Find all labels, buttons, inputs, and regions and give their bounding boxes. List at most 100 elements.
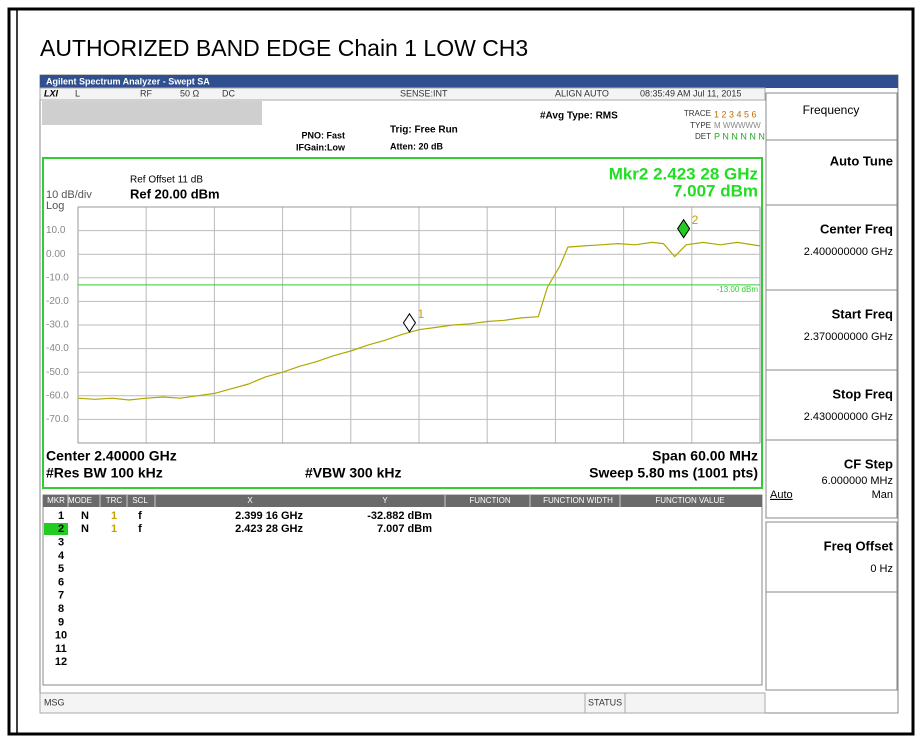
table-header-cell: FUNCTION xyxy=(469,496,511,505)
scale: 10 dB/div xyxy=(46,189,92,201)
softkey[interactable] xyxy=(765,139,898,206)
table-cell: 1 xyxy=(111,510,117,522)
softkey[interactable] xyxy=(765,204,898,291)
table-cell: 4 xyxy=(58,550,65,562)
table-cell: 12 xyxy=(55,656,67,668)
message-bar xyxy=(42,101,262,125)
table-cell: N xyxy=(81,510,89,522)
table-cell: 3 xyxy=(58,537,64,549)
atten: Atten: 20 dB xyxy=(390,141,444,151)
span: Span 60.00 MHz xyxy=(652,448,758,464)
softkey-blank xyxy=(765,591,898,691)
status: STATUS xyxy=(588,697,622,707)
y-tick-label: 0.00 xyxy=(46,249,66,260)
trace xyxy=(77,241,761,401)
table-cell: f xyxy=(138,510,142,522)
status-item: 50 Ω xyxy=(180,88,200,98)
softkey-value: 2.400000000 GHz xyxy=(804,246,893,258)
softkey-header xyxy=(765,92,898,141)
status-item: L xyxy=(75,88,80,98)
table-cell: f xyxy=(138,523,142,535)
table-cell: 10 xyxy=(55,630,67,642)
limit-label: -13.00 dBm xyxy=(717,285,759,294)
softkey-title: Frequency xyxy=(803,103,860,117)
ref-offset: Ref Offset 11 dB xyxy=(130,175,203,186)
table-cell: 7 xyxy=(58,590,64,602)
softkey-label[interactable]: Auto Tune xyxy=(830,153,893,168)
window-title: Agilent Spectrum Analyzer - Swept SA xyxy=(46,76,210,86)
y-tick-label: -20.0 xyxy=(46,296,69,307)
table-header-cell: TRC xyxy=(106,496,123,505)
softkey-value: 6.000000 MHz xyxy=(821,475,893,487)
softkey-option[interactable]: Man xyxy=(872,489,893,501)
pno: PNO: Fast xyxy=(301,130,345,140)
rbw: #Res BW 100 kHz xyxy=(46,465,163,481)
table-cell: 7.007 dBm xyxy=(377,523,432,535)
page-title: AUTHORIZED BAND EDGE Chain 1 LOW CH3 xyxy=(40,35,528,61)
center: Center 2.40000 GHz xyxy=(46,448,177,464)
marker-readout: 7.007 dBm xyxy=(673,181,758,200)
marker xyxy=(402,312,417,333)
y-tick-label: -70.0 xyxy=(46,414,69,425)
y-tick-label: -10.0 xyxy=(46,272,69,283)
trace-label: TRACE xyxy=(684,109,711,118)
status-item: RF xyxy=(140,88,152,98)
lxi: LXI xyxy=(44,88,59,98)
vbw: #VBW 300 kHz xyxy=(305,465,401,481)
softkey[interactable] xyxy=(765,521,898,593)
table-cell: 2.399 16 GHz xyxy=(235,510,303,522)
table-cell: 6 xyxy=(58,576,64,588)
table-header-cell: MKR xyxy=(47,496,65,505)
softkey-option[interactable]: Auto xyxy=(770,489,793,501)
table-header-cell: FUNCTION WIDTH xyxy=(543,496,613,505)
y-tick-label: 10.0 xyxy=(46,225,66,236)
softkey[interactable] xyxy=(765,369,898,441)
table-header-cell: X xyxy=(247,496,253,505)
status-item: 08:35:49 AM Jul 11, 2015 xyxy=(640,88,741,98)
status-item: DC xyxy=(222,88,235,98)
marker-readout: Mkr2 2.423 28 GHz xyxy=(609,164,758,183)
y-tick-label: -30.0 xyxy=(46,320,69,331)
table-header-cell: SCL xyxy=(132,496,148,505)
softkey[interactable] xyxy=(765,439,898,519)
table-cell: 2.423 28 GHz xyxy=(235,523,303,535)
softkey-label[interactable]: CF Step xyxy=(844,456,893,471)
softkey-label[interactable]: Freq Offset xyxy=(824,538,894,553)
table-header xyxy=(43,495,762,507)
y-tick-label: -50.0 xyxy=(46,367,69,378)
marker-label: 1 xyxy=(417,307,424,321)
table-header-cell: Y xyxy=(382,496,388,505)
trig: Trig: Free Run xyxy=(390,125,458,136)
status-item: SENSE:INT xyxy=(400,88,448,98)
softkey-panel: Frequency Auto Tune Center Freq 2.400000000… xyxy=(765,92,898,691)
table-cell: 1 xyxy=(111,523,117,535)
graticule: 10.0 0.00 -10.0 -20.0 -30.0 -40.0 -50.0 -60.0 -7… xyxy=(46,206,761,444)
y-tick-label: -40.0 xyxy=(46,343,69,354)
type-label: TYPE xyxy=(690,121,711,130)
det-value: P N N N N N xyxy=(714,131,765,141)
status-row xyxy=(39,87,766,101)
marker-label: 2 xyxy=(692,213,699,227)
marker-table xyxy=(42,494,763,686)
footer xyxy=(39,692,766,714)
table-cell: 11 xyxy=(55,643,67,655)
table-cell: 9 xyxy=(58,616,64,628)
table-cell: 1 xyxy=(58,510,64,522)
softkey-label[interactable]: Stop Freq xyxy=(832,386,893,401)
softkey-label[interactable]: Start Freq xyxy=(832,306,893,321)
y-tick-label: -60.0 xyxy=(46,390,69,401)
log: Log xyxy=(46,200,64,212)
softkey-label[interactable]: Center Freq xyxy=(820,221,893,236)
selected-marker xyxy=(44,523,68,535)
softkey-value: 2.370000000 GHz xyxy=(804,331,893,343)
table-cell: -32.882 dBm xyxy=(367,510,432,522)
table-header-cell: MODE xyxy=(68,496,92,505)
table-cell: N xyxy=(81,523,89,535)
msg: MSG xyxy=(44,697,65,707)
table-cell: 5 xyxy=(58,563,64,575)
status-item: ALIGN AUTO xyxy=(555,88,609,98)
det-label: DET xyxy=(695,132,711,141)
softkey-value: 0 Hz xyxy=(870,563,893,575)
trace-value: 1 2 3 4 5 6 xyxy=(714,109,757,119)
avg-type: #Avg Type: RMS xyxy=(540,111,618,122)
